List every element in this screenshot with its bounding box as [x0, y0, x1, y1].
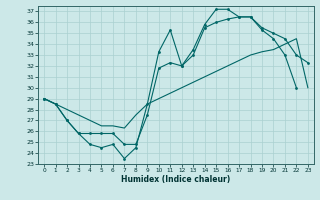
X-axis label: Humidex (Indice chaleur): Humidex (Indice chaleur)	[121, 175, 231, 184]
